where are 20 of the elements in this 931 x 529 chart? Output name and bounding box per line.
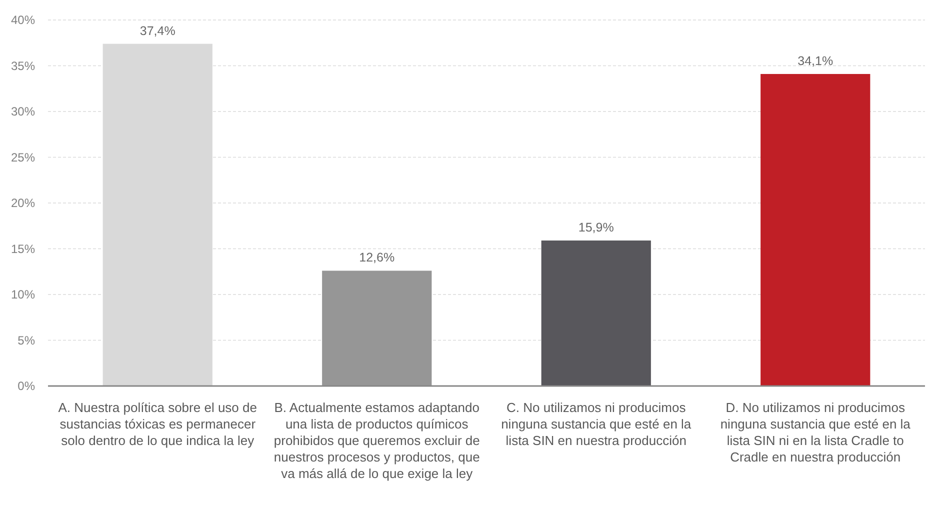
data-label: 34,1% <box>798 54 834 68</box>
data-label: 15,9% <box>578 220 614 235</box>
y-tick-label: 10% <box>10 288 36 302</box>
data-label: 12,6% <box>359 250 395 265</box>
y-tick-label: 20% <box>10 196 36 210</box>
y-tick-label: 15% <box>10 242 36 256</box>
bar <box>541 240 651 386</box>
bar <box>760 74 870 386</box>
y-tick-label: 5% <box>18 333 36 348</box>
x-tick-label: D. No utilizamos ni producimos ninguna sustancia que esté en la lista SIN ni en la lista Cradle to Cradle en nuestra producción <box>720 400 912 464</box>
y-tick-label: 40% <box>10 13 36 28</box>
x-tick-label: B. Actualmente estamos adaptando una lista de productos químicos prohibidos que queremos excluir de nuestros procesos y productos, que va más allá de lo que exige la ley <box>274 400 480 481</box>
x-tick-label: A. Nuestra política sobre el uso de sustancias tóxicas es permanecer solo dentro de lo que indica la ley <box>58 400 257 448</box>
x-tick-label: C. No utilizamos ni producimos ninguna sustancia que esté en la lista SIN en nuestra producción <box>501 400 692 448</box>
y-tick-label: 0% <box>18 379 36 394</box>
y-tick-label: 35% <box>10 58 36 73</box>
bar <box>322 270 432 386</box>
y-tick-label: 30% <box>10 104 36 119</box>
y-tick-label: 25% <box>10 150 36 164</box>
data-label: 37,4% <box>140 24 176 38</box>
